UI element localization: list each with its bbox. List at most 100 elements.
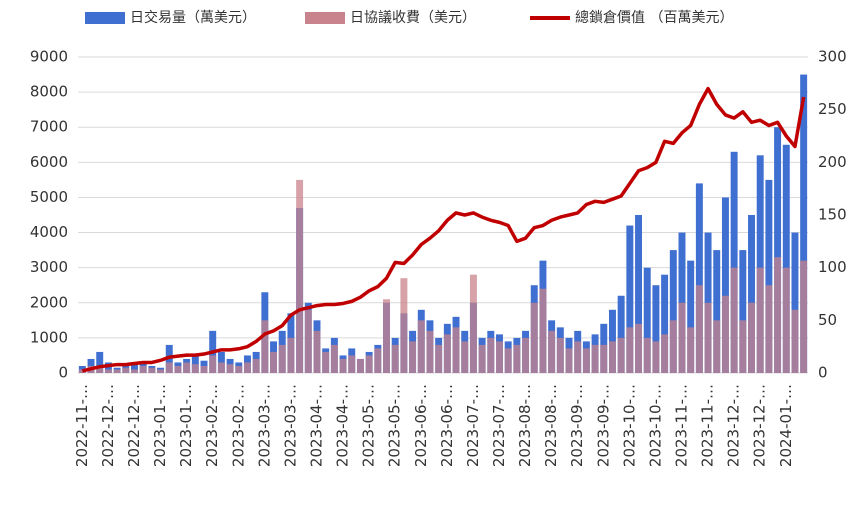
bar — [661, 274, 669, 373]
bar — [226, 364, 234, 373]
bar — [548, 330, 556, 373]
bar — [765, 285, 773, 373]
bar — [652, 341, 660, 373]
bar — [748, 215, 755, 373]
bar — [330, 344, 338, 373]
y2-tick-label: 150 — [818, 206, 847, 224]
bar — [113, 369, 121, 373]
bar — [800, 74, 808, 374]
x-tick-label: 2023-07-… — [464, 384, 482, 467]
y-tick-label: 5000 — [30, 188, 68, 206]
bar — [243, 362, 251, 373]
bar — [739, 320, 747, 373]
bar — [756, 155, 764, 373]
bar — [304, 309, 312, 373]
bar — [774, 127, 782, 373]
y-tick-label: 1000 — [30, 328, 68, 346]
legend-label: 日交易量（萬美元） — [130, 9, 256, 26]
bar — [669, 320, 677, 373]
bar — [183, 362, 191, 373]
x-tick-label: 2023-01-… — [151, 384, 169, 467]
x-tick-label: 2023-05-… — [386, 384, 404, 467]
bar — [600, 344, 608, 373]
bar — [296, 179, 304, 373]
x-tick-label: 2023-04-… — [307, 384, 325, 467]
y-tick-label: 9000 — [30, 48, 68, 66]
bar — [131, 364, 138, 373]
bar — [235, 365, 243, 373]
x-tick-label: 2023-11-… — [672, 384, 690, 467]
x-tick-label: 2023-06-… — [438, 384, 456, 467]
x-tick-label: 2023-11-… — [699, 384, 717, 467]
bar — [435, 344, 443, 373]
bar — [270, 351, 278, 373]
legend-swatch — [305, 12, 345, 24]
bar — [443, 334, 451, 373]
x-tick-label: 2023-10-… — [620, 384, 638, 467]
bar — [322, 351, 330, 373]
x-tick-label: 2023-07-… — [490, 384, 508, 467]
bar — [713, 250, 721, 373]
bar — [339, 358, 347, 373]
bar — [791, 232, 799, 373]
bar — [374, 348, 382, 373]
y2-tick-label: 50 — [818, 311, 837, 329]
line — [81, 86, 806, 373]
x-tick-label: 2023-06-… — [412, 384, 430, 467]
bar — [617, 337, 625, 373]
bar — [200, 365, 208, 373]
bar — [678, 302, 686, 373]
bar — [78, 369, 86, 373]
bar-series — [78, 179, 808, 373]
bar — [721, 197, 729, 373]
x-tick-label: 2023-09-… — [568, 384, 586, 467]
x-tick-label: 2023-02-… — [203, 384, 221, 467]
bar — [313, 330, 321, 373]
y-tick-label: 7000 — [30, 118, 68, 136]
bar — [131, 369, 138, 373]
x-tick-label: 2022-11-… — [73, 384, 91, 467]
bar — [104, 369, 112, 373]
x-tick-label: 2023-01-… — [177, 384, 195, 467]
y2-tick-label: 0 — [818, 364, 828, 382]
bar — [96, 351, 104, 373]
bar — [96, 367, 104, 373]
bar — [626, 225, 634, 373]
y2-tick-label: 200 — [818, 153, 847, 171]
bar — [626, 327, 634, 373]
y-tick-label: 4000 — [30, 223, 68, 241]
bar — [765, 179, 773, 373]
bar — [730, 151, 738, 373]
bar — [122, 367, 130, 373]
bar — [513, 344, 521, 373]
bar — [635, 215, 643, 373]
x-tick-label: 2023-05-… — [360, 384, 378, 467]
bar — [148, 367, 156, 373]
x-tick-label: 2022-12-… — [99, 384, 117, 467]
y-tick-label: 0 — [58, 364, 68, 382]
y-tick-label: 6000 — [30, 153, 68, 171]
x-tick-label: 2023-10-… — [646, 384, 664, 467]
bar — [522, 337, 530, 373]
bar — [383, 299, 390, 373]
bar — [635, 323, 643, 373]
bar — [191, 364, 199, 373]
x-tick-label: 2022-12-… — [125, 384, 143, 467]
bar — [721, 295, 729, 373]
bar — [391, 344, 399, 373]
bar — [496, 341, 503, 373]
legend-swatch — [85, 12, 125, 24]
bar — [791, 309, 799, 373]
bar — [556, 337, 564, 373]
bar — [661, 334, 669, 373]
bar — [530, 302, 538, 373]
bar — [800, 260, 808, 373]
bar — [261, 320, 269, 373]
y-tick-label: 8000 — [30, 83, 68, 101]
bar — [713, 320, 721, 373]
bar — [209, 355, 217, 373]
x-tick-label: 2023-03-… — [281, 384, 299, 467]
legend-label: 日協議收費（美元） — [350, 9, 476, 26]
bar — [165, 362, 173, 373]
